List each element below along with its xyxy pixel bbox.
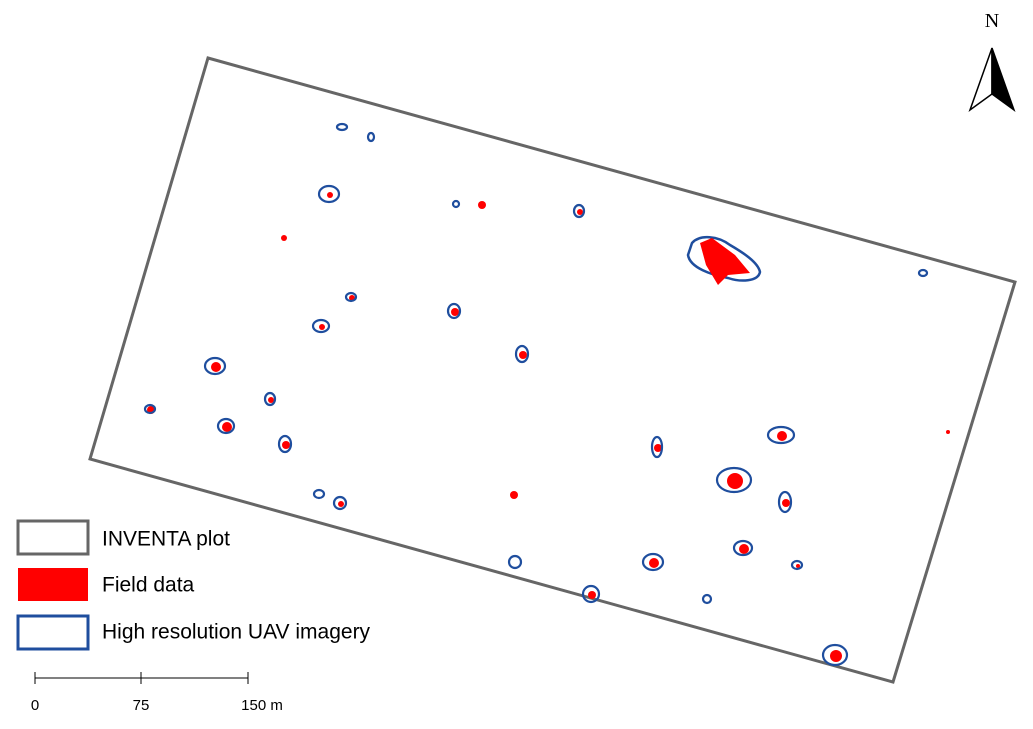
field-crown bbox=[577, 209, 583, 215]
field-crown bbox=[654, 444, 662, 452]
inventa-plot bbox=[88, 56, 1017, 684]
field-crown bbox=[649, 558, 659, 568]
uav-crown bbox=[701, 593, 713, 605]
uav-crown bbox=[203, 356, 227, 376]
field-crown bbox=[478, 201, 486, 209]
uav-crown bbox=[446, 302, 462, 320]
uav-crown bbox=[650, 435, 664, 459]
field-crown bbox=[211, 362, 221, 372]
legend-swatch-field bbox=[18, 568, 88, 601]
scale-label: 150 m bbox=[241, 697, 283, 714]
uav-crown bbox=[572, 203, 586, 219]
legend-swatch-plot bbox=[16, 519, 90, 556]
field-crown bbox=[796, 564, 800, 568]
uav-crown bbox=[581, 584, 601, 604]
north-label: N bbox=[985, 10, 999, 32]
uav-crown bbox=[317, 184, 341, 204]
field-crown bbox=[519, 351, 527, 359]
field-crown bbox=[588, 591, 596, 599]
field-crown bbox=[222, 422, 232, 432]
field-crown bbox=[830, 650, 842, 662]
uav-crown bbox=[277, 434, 293, 454]
legend-label: Field data bbox=[102, 574, 195, 597]
uav-crown bbox=[766, 425, 796, 445]
north-arrow-right bbox=[991, 47, 1016, 113]
uav-crown bbox=[216, 417, 236, 435]
uav-crown bbox=[641, 552, 665, 572]
legend-swatch-uav bbox=[16, 614, 90, 651]
uav-crown bbox=[777, 490, 793, 514]
field-crown bbox=[281, 235, 287, 241]
uav-crown bbox=[451, 199, 461, 209]
field-crown bbox=[739, 544, 749, 554]
field-crown bbox=[700, 238, 750, 285]
uav-crown bbox=[312, 488, 326, 500]
uav-crown bbox=[686, 236, 762, 282]
uav-crown bbox=[514, 344, 530, 364]
uav-crown bbox=[790, 559, 804, 571]
uav-crown bbox=[143, 403, 157, 415]
field-crown bbox=[782, 499, 790, 507]
uav-crown bbox=[366, 131, 376, 143]
uav-crown bbox=[917, 268, 929, 278]
field-crown bbox=[338, 501, 344, 507]
field-crown bbox=[327, 192, 333, 198]
field-crown bbox=[451, 308, 459, 316]
uav-crown bbox=[263, 391, 277, 407]
uav-crown bbox=[344, 291, 358, 303]
scale-label: 0 bbox=[31, 697, 39, 714]
field-crown bbox=[319, 324, 325, 330]
field-crown bbox=[510, 491, 518, 499]
uav-crown bbox=[507, 554, 523, 570]
uav-crown bbox=[311, 318, 331, 334]
field-crown bbox=[946, 430, 950, 434]
uav-crown bbox=[332, 495, 348, 511]
scale-label: 75 bbox=[133, 697, 150, 714]
legend-label: INVENTA plot bbox=[102, 528, 230, 551]
field-crown bbox=[727, 473, 743, 489]
uav-crown bbox=[732, 539, 754, 557]
legend-label: High resolution UAV imagery bbox=[102, 621, 371, 644]
field-crown bbox=[777, 431, 787, 441]
field-crown bbox=[268, 397, 274, 403]
scale-bar bbox=[34, 672, 249, 684]
tree-crowns bbox=[143, 122, 950, 667]
field-crown bbox=[282, 441, 290, 449]
uav-crown bbox=[715, 466, 753, 494]
uav-crown bbox=[335, 122, 349, 132]
uav-crown bbox=[821, 643, 849, 667]
